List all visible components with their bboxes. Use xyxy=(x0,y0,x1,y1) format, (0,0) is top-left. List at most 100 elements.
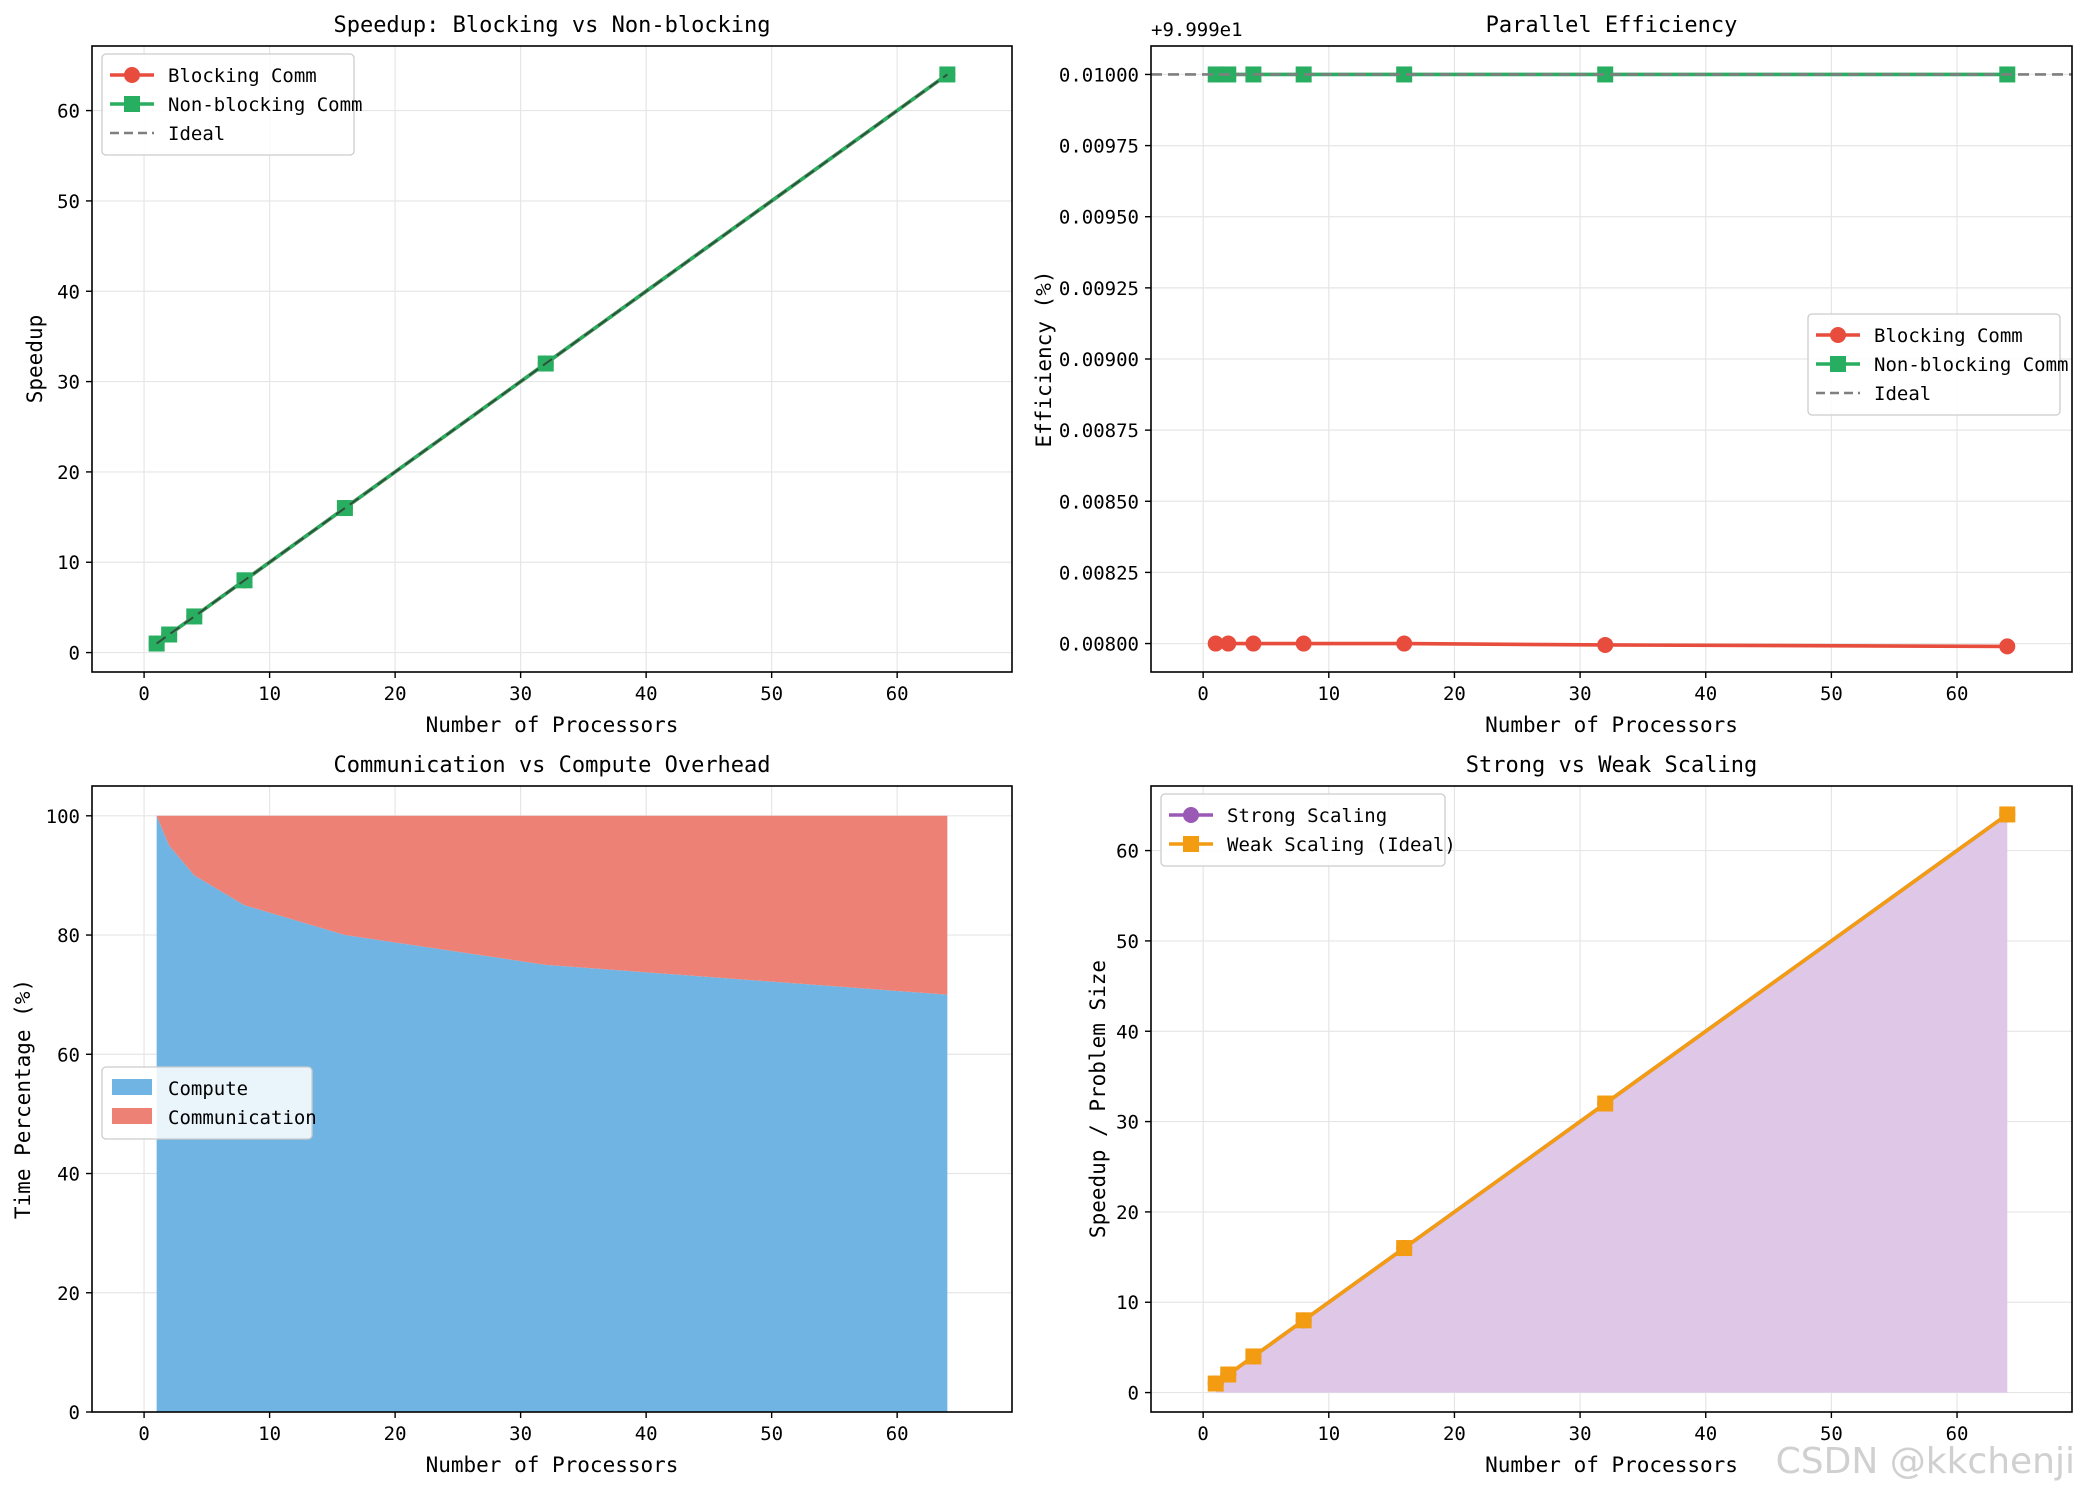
x-tick-label: 60 xyxy=(1946,683,1969,705)
y-tick-label: 20 xyxy=(57,1283,80,1305)
x-axis-label: Number of Processors xyxy=(1485,713,1738,737)
chart-scaling: 0 10 20 30 40 50 60 0 10 20 30 40 50 60 Strong vs Weak… xyxy=(1086,753,2073,1477)
watermark: CSDN @kkchenji xyxy=(1775,1441,2075,1482)
y-tick-label: 100 xyxy=(46,806,80,828)
legend-marker xyxy=(124,67,140,83)
data-point xyxy=(1396,635,1413,652)
x-tick-label: 40 xyxy=(1694,1423,1717,1445)
x-tick-label: 0 xyxy=(138,1423,149,1445)
data-point xyxy=(1220,635,1237,652)
chart-title: Speedup: Blocking vs Non-blocking xyxy=(333,13,770,38)
axis-offset-label: +9.999e1 xyxy=(1151,19,1243,41)
data-point xyxy=(1597,1095,1614,1112)
y-tick-label: 0.00975 xyxy=(1059,136,1139,158)
x-tick-label: 60 xyxy=(1946,1423,1969,1445)
legend-swatch xyxy=(112,1079,152,1095)
y-tick-label: 80 xyxy=(57,925,80,947)
legend: Blocking Comm Non-blocking Comm Ideal xyxy=(101,53,362,156)
legend: Blocking Comm Non-blocking Comm Ideal xyxy=(1807,313,2068,416)
x-tick-label: 50 xyxy=(1820,683,1843,705)
y-tick-label: 60 xyxy=(57,1044,80,1066)
legend: Strong Scaling Weak Scaling (Ideal) xyxy=(1160,793,1456,867)
data-point xyxy=(1999,638,2016,655)
x-tick-label: 50 xyxy=(760,683,783,705)
legend-label: Ideal xyxy=(1874,383,1931,405)
data-point xyxy=(1295,635,1312,652)
chart-overhead: 0 10 20 30 40 50 60 0 20 40 60 80 100 Communication v… xyxy=(11,753,1013,1477)
area-compute xyxy=(156,815,948,1412)
data-point xyxy=(1207,635,1224,652)
x-tick-label: 60 xyxy=(886,683,909,705)
x-tick-label: 10 xyxy=(258,683,281,705)
x-tick-label: 20 xyxy=(1443,683,1466,705)
data-point xyxy=(1597,66,1614,83)
legend-marker xyxy=(1183,807,1199,823)
y-tick-label: 50 xyxy=(57,191,80,213)
axes-frame xyxy=(91,785,1013,1413)
y-tick-label: 50 xyxy=(1116,931,1139,953)
y-tick-label: 10 xyxy=(57,552,80,574)
x-tick-label: 40 xyxy=(635,683,658,705)
x-tick-label: 30 xyxy=(509,683,532,705)
x-tick-label: 30 xyxy=(1569,683,1592,705)
chart-title: Parallel Efficiency xyxy=(1486,13,1738,38)
legend-box xyxy=(1807,313,2061,416)
chart-title: Communication vs Compute Overhead xyxy=(333,753,770,778)
x-tick-label: 10 xyxy=(258,1423,281,1445)
y-axis-label: Speedup xyxy=(23,315,47,404)
legend-box xyxy=(1160,793,1446,867)
plot-area xyxy=(148,66,956,652)
y-tick-label: 10 xyxy=(1116,1292,1139,1314)
y-axis-label: Speedup / Problem Size xyxy=(1086,960,1110,1238)
x-axis-label: Number of Processors xyxy=(426,713,679,737)
data-point xyxy=(1207,1375,1224,1392)
y-tick-label: 0.00925 xyxy=(1059,278,1139,300)
y-tick-label: 0.00800 xyxy=(1059,634,1139,656)
x-tick-label: 10 xyxy=(1317,683,1340,705)
axes-frame xyxy=(1150,785,2073,1413)
data-point xyxy=(1295,1312,1312,1329)
legend-label: Ideal xyxy=(168,123,225,145)
x-tick-label: 0 xyxy=(138,683,149,705)
legend-label: Non-blocking Comm xyxy=(1874,354,2068,376)
axes-frame xyxy=(91,45,1013,673)
y-tick-label: 30 xyxy=(1116,1112,1139,1134)
legend-box xyxy=(101,1066,313,1140)
y-tick-label: 0 xyxy=(69,1402,80,1424)
x-tick-label: 30 xyxy=(1569,1423,1592,1445)
x-tick-label: 20 xyxy=(1443,1423,1466,1445)
legend-marker xyxy=(1830,327,1846,343)
x-tick-label: 50 xyxy=(760,1423,783,1445)
y-tick-label: 60 xyxy=(57,101,80,123)
legend-swatch xyxy=(112,1108,152,1124)
data-point xyxy=(1220,1366,1237,1383)
ideal-overlay xyxy=(156,73,948,645)
y-tick-label: 0.00875 xyxy=(1059,420,1139,442)
chart-speedup: 0 10 20 30 40 50 60 0 10 20 30 40 50 60 Speedup: Block… xyxy=(23,13,1013,737)
legend-label: Weak Scaling (Ideal) xyxy=(1227,834,1456,856)
x-axis-label: Number of Processors xyxy=(426,1453,679,1477)
data-point xyxy=(1999,806,2016,823)
x-tick-label: 20 xyxy=(384,1423,407,1445)
plot-area xyxy=(156,815,948,1412)
data-point xyxy=(1207,66,1224,83)
y-tick-label: 20 xyxy=(57,462,80,484)
y-tick-label: 40 xyxy=(1116,1021,1139,1043)
y-tick-label: 40 xyxy=(57,281,80,303)
chart-efficiency: 0 10 20 30 40 50 60 0.00800 0.00825 0.00850 0.0087… xyxy=(1032,13,2073,737)
data-point xyxy=(1597,636,1614,653)
legend-label: Strong Scaling xyxy=(1227,805,1387,827)
plot-area xyxy=(1151,66,2072,655)
area-communication xyxy=(156,815,948,995)
legend-marker xyxy=(1830,356,1846,372)
y-axis-label: Efficiency (%) xyxy=(1032,270,1056,447)
y-tick-label: 0.00825 xyxy=(1059,562,1139,584)
data-point xyxy=(1245,1348,1262,1365)
y-tick-label: 20 xyxy=(1116,1202,1139,1224)
legend: Compute Communication xyxy=(101,1066,317,1140)
x-axis-label: Number of Processors xyxy=(1485,1453,1738,1477)
x-tick-label: 10 xyxy=(1317,1423,1340,1445)
x-tick-label: 0 xyxy=(1197,683,1208,705)
legend-box xyxy=(101,53,355,156)
